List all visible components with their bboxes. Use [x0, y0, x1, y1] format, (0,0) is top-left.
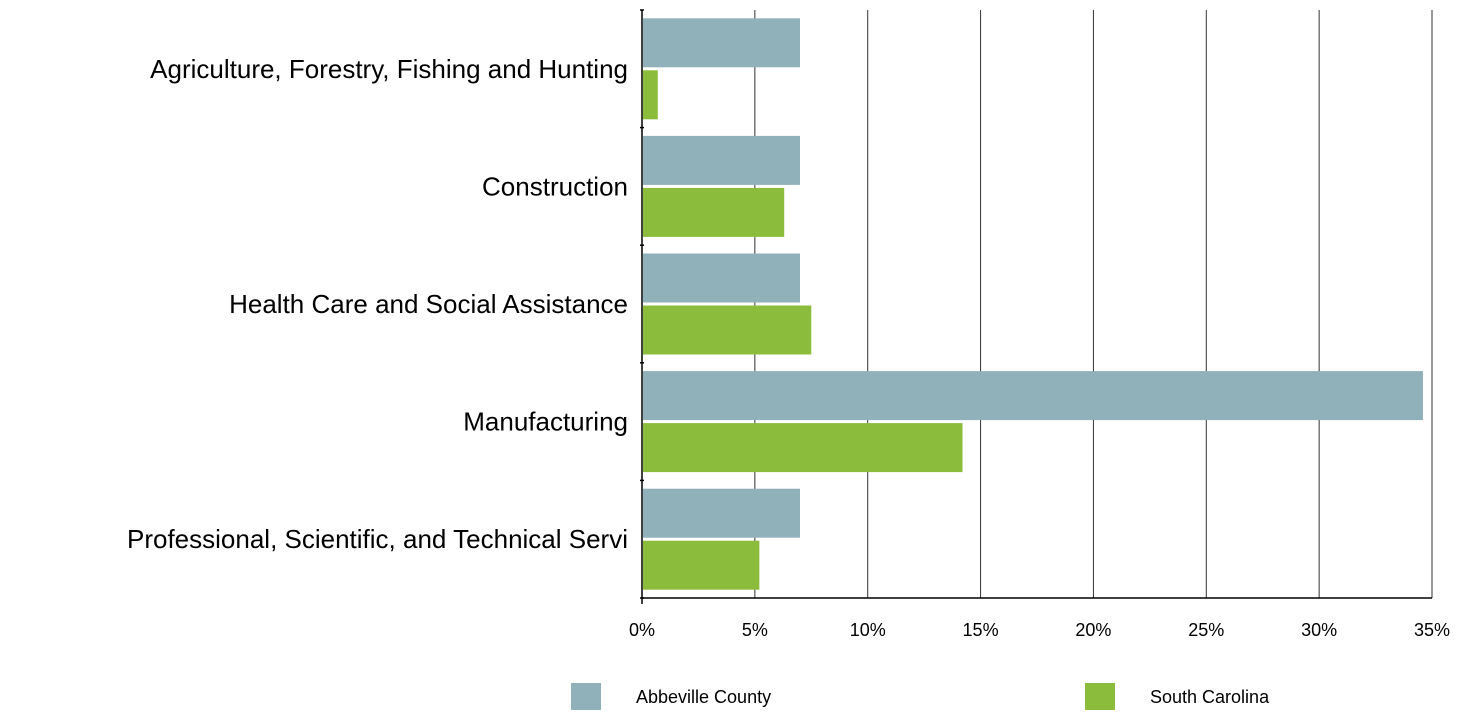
category-label: Manufacturing — [463, 407, 628, 437]
bar-south-carolina — [643, 305, 812, 355]
x-tick-label: 10% — [850, 620, 886, 640]
legend-swatch — [571, 683, 601, 710]
bars — [643, 18, 1423, 590]
gridlines — [754, 10, 1433, 598]
category-label: Professional, Scientific, and Technical … — [127, 524, 628, 554]
x-tick-label: 30% — [1301, 620, 1337, 640]
bar-abbeville-county — [643, 488, 800, 538]
legend: Abbeville County South Carolina — [571, 683, 1270, 710]
bar-south-carolina — [643, 540, 760, 590]
category-label: Agriculture, Forestry, Fishing and Hunti… — [150, 54, 628, 84]
bar-abbeville-county — [643, 18, 800, 68]
x-tick-label: 25% — [1188, 620, 1224, 640]
legend-label: South Carolina — [1150, 687, 1270, 707]
x-tick-label: 5% — [742, 620, 768, 640]
category-label: Construction — [482, 171, 628, 201]
x-tick-label: 20% — [1075, 620, 1111, 640]
bar-abbeville-county — [643, 253, 800, 303]
bar-south-carolina — [643, 423, 963, 473]
x-tick-label: 0% — [629, 620, 655, 640]
legend-label: Abbeville County — [636, 687, 771, 707]
x-tick-label: 15% — [963, 620, 999, 640]
bar-south-carolina — [643, 187, 785, 237]
x-tick-labels: 0% 5% 10% 15% 20% 25% 30% 35% — [629, 620, 1450, 640]
bar-abbeville-county — [643, 371, 1423, 421]
axes — [640, 9, 1432, 604]
bar-south-carolina — [643, 70, 658, 120]
category-label: Health Care and Social Assistance — [229, 289, 628, 319]
bar-abbeville-county — [643, 135, 800, 185]
x-tick-label: 35% — [1414, 620, 1450, 640]
category-labels: Agriculture, Forestry, Fishing and Hunti… — [127, 54, 628, 554]
legend-swatch — [1085, 683, 1115, 710]
